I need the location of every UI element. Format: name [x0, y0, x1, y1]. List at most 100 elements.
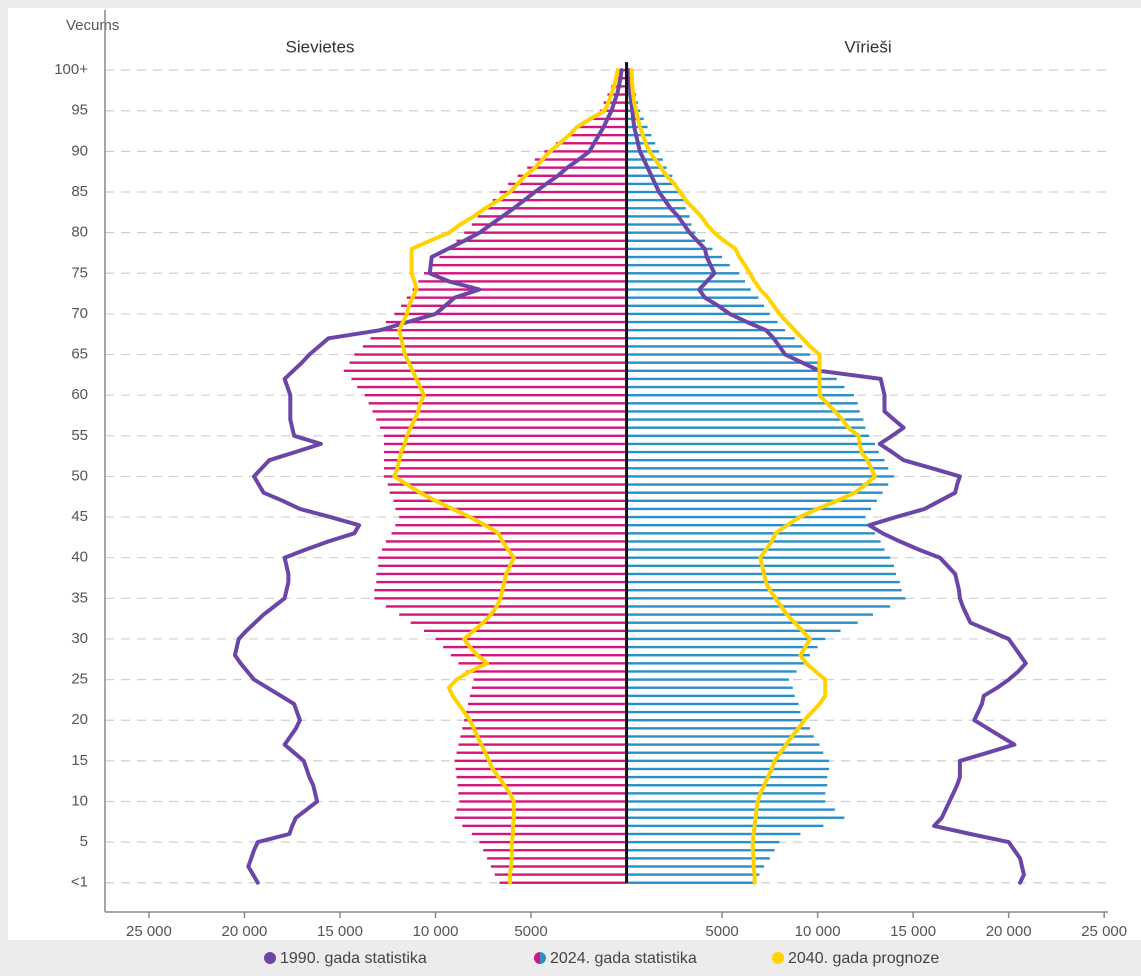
bar-male: [626, 523, 872, 527]
bar-female: [424, 629, 627, 633]
bar-male: [626, 694, 795, 698]
bar-male: [626, 719, 805, 722]
bar-male: [626, 597, 906, 600]
bar-female: [389, 491, 627, 494]
bar-female: [454, 759, 627, 763]
bar-female: [448, 247, 627, 251]
bar-male: [626, 353, 810, 356]
bar-female: [456, 239, 627, 242]
bar-male: [626, 621, 858, 624]
bar-female: [490, 865, 627, 868]
bar-female: [385, 605, 627, 608]
bar-female: [393, 499, 627, 503]
y-tick-label: 55: [71, 427, 88, 444]
bar-female: [383, 450, 627, 454]
y-tick-label: <1: [71, 874, 88, 891]
bar-female: [499, 190, 627, 194]
bar-male: [626, 735, 814, 738]
bar-female: [410, 621, 627, 624]
bar-male: [626, 467, 889, 470]
bar-female: [343, 369, 627, 372]
bar-female: [458, 743, 627, 746]
bar-female: [357, 385, 627, 389]
bar-female: [372, 410, 627, 413]
y-tick-label: 35: [71, 589, 88, 606]
bar-male: [626, 840, 780, 844]
bar-male: [626, 800, 826, 803]
bar-male: [626, 670, 797, 673]
bar-female: [376, 418, 627, 421]
bar-male: [626, 263, 730, 267]
bar-female: [555, 142, 627, 145]
bar-male: [626, 784, 828, 787]
bar-male: [626, 816, 845, 819]
bar-female: [485, 207, 627, 210]
bar-male: [626, 418, 864, 421]
bar-male: [626, 385, 845, 389]
y-tick-label: 5: [80, 833, 88, 850]
y-tick-label: 10: [71, 792, 88, 809]
y-tick-label: 20: [71, 711, 88, 728]
bar-female: [477, 215, 627, 218]
bar-male: [626, 442, 875, 446]
bar-male: [626, 377, 837, 381]
bar-female: [364, 393, 627, 397]
line-female: [392, 68, 620, 885]
bar-male: [626, 426, 866, 429]
bar-female: [456, 808, 627, 811]
bar-female: [383, 475, 627, 478]
bar-female: [466, 710, 627, 714]
bar-male: [626, 540, 881, 543]
bar-male: [626, 369, 828, 372]
bar-male: [626, 402, 858, 405]
bar-female: [385, 540, 627, 543]
bar-male: [626, 475, 895, 478]
x-tick-label: 25 000: [1081, 923, 1127, 940]
bar-female: [349, 361, 627, 364]
bar-male: [626, 686, 793, 689]
line-male: [627, 68, 1028, 885]
legend-swatch: [264, 952, 276, 964]
line-male: [629, 68, 877, 885]
bar-male: [626, 320, 778, 324]
bar-female: [385, 320, 627, 324]
bar-female: [458, 792, 627, 795]
bar-female: [455, 767, 627, 771]
x-tick-label: 15 000: [890, 923, 936, 940]
bar-female: [508, 182, 627, 186]
bar-female: [370, 337, 627, 340]
bar-male: [626, 710, 801, 714]
bar-male: [626, 223, 692, 226]
bar-male: [626, 483, 889, 486]
legend-label: 2040. gada prognoze: [788, 950, 939, 967]
x-tick-label: 10 000: [413, 923, 459, 940]
bar-male: [626, 280, 746, 283]
bar-female: [351, 377, 627, 381]
line-female: [232, 68, 624, 885]
bar-female: [456, 751, 627, 754]
bar-male: [626, 434, 870, 438]
bar-male: [626, 702, 799, 706]
bar-female: [399, 613, 627, 616]
bar-male: [626, 572, 896, 576]
y-tick-label: 100+: [54, 61, 88, 78]
bar-male: [626, 548, 885, 551]
bar-male: [626, 458, 885, 462]
x-tick-label: 5000: [514, 923, 547, 940]
bar-female: [456, 775, 627, 779]
y-axis-label: Vecums: [66, 17, 119, 34]
x-tick-label: 5000: [705, 923, 738, 940]
bar-female: [383, 458, 627, 462]
bar-male: [626, 507, 872, 511]
bar-male: [626, 645, 818, 649]
legend-label: 1990. gada statistika: [280, 950, 427, 967]
x-tick-label: 10 000: [795, 923, 841, 940]
bar-male: [626, 239, 705, 242]
x-tick-label: 15 000: [317, 923, 363, 940]
x-tick-label: 20 000: [986, 923, 1032, 940]
bar-female: [376, 572, 627, 576]
bar-female: [450, 654, 627, 657]
bar-male: [626, 312, 770, 316]
bar-female: [466, 670, 627, 673]
